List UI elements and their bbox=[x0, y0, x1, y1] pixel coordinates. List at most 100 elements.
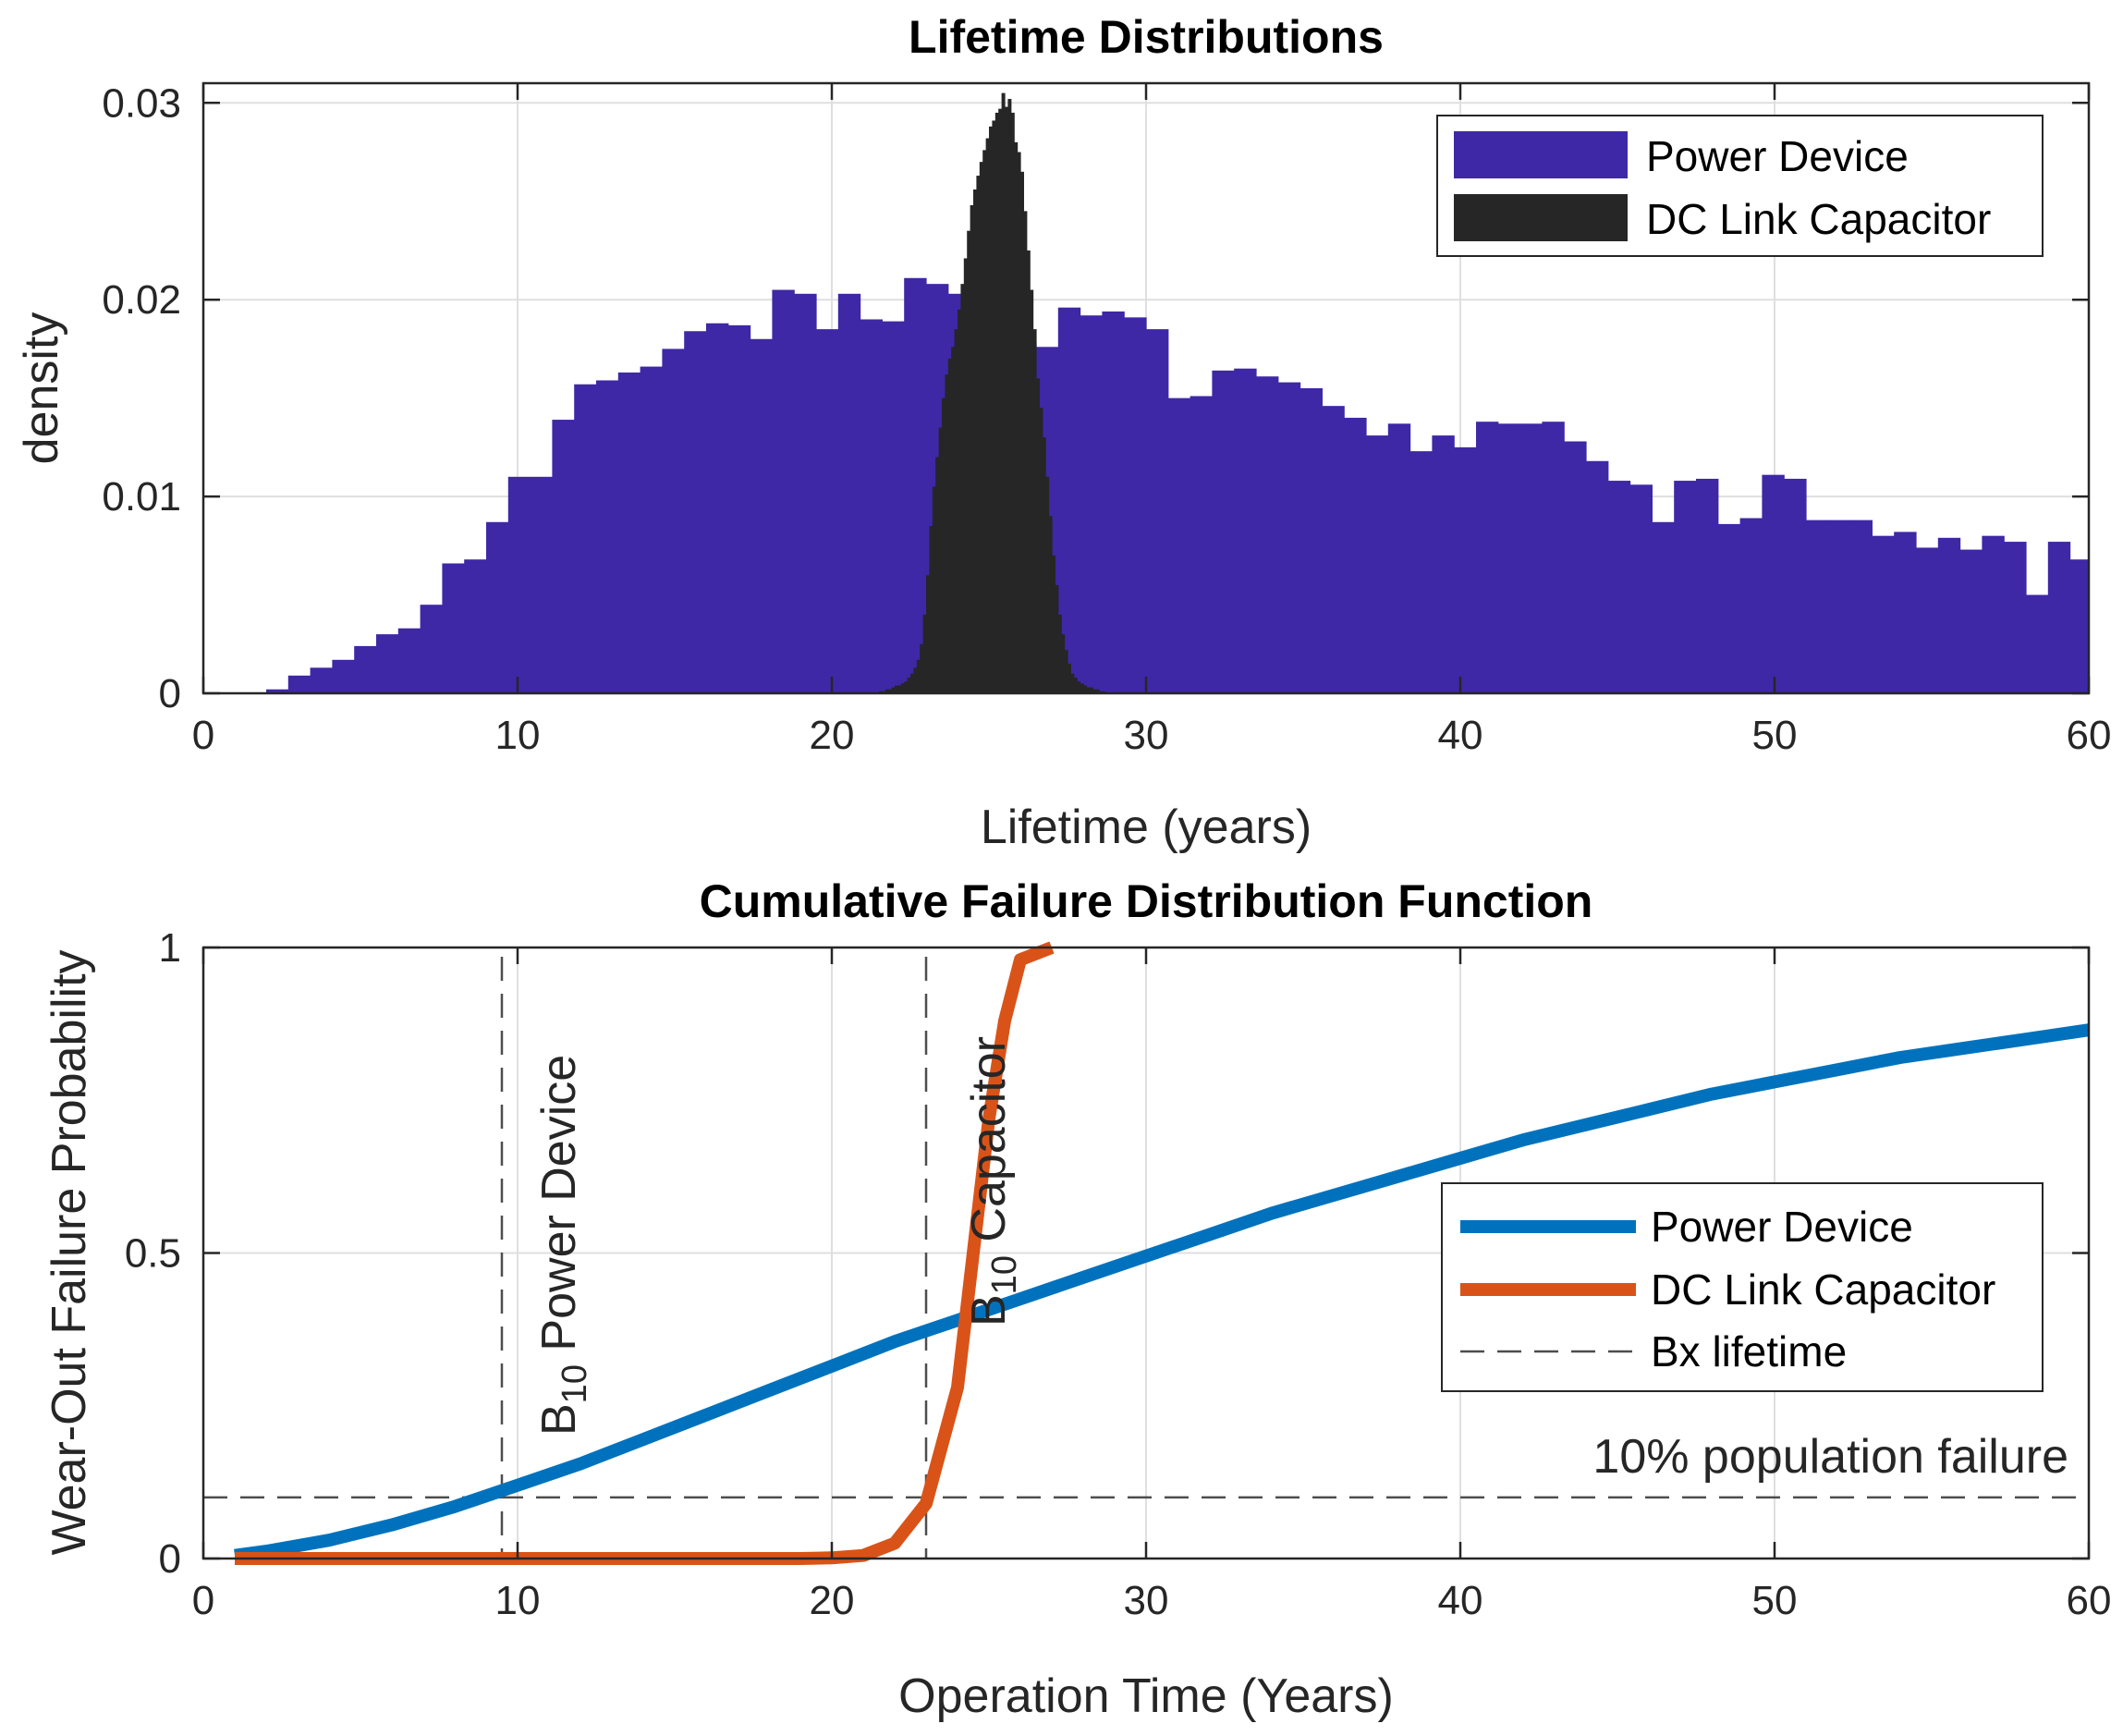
power-device-bar bbox=[1387, 423, 1411, 693]
power-device-bar bbox=[816, 329, 839, 693]
bottom-chart-title: Cumulative Failure Distribution Function bbox=[700, 875, 1593, 927]
capacitor-bar bbox=[1080, 683, 1084, 693]
capacitor-bar bbox=[910, 673, 914, 693]
power-device-bar bbox=[1739, 518, 1763, 693]
power-device-bar bbox=[1916, 547, 1939, 693]
capacitor-bar bbox=[1039, 408, 1043, 693]
capacitor-bar bbox=[1030, 289, 1034, 693]
capacitor-bars bbox=[879, 92, 1106, 694]
capacitor-bar bbox=[904, 681, 909, 693]
capacitor-bar bbox=[976, 176, 981, 693]
bottom-y-axis-label: Wear-Out Failure Probability bbox=[43, 949, 96, 1555]
b10-power-device-annotation: B10 Power Device bbox=[532, 1055, 594, 1436]
power-device-bar bbox=[596, 380, 619, 693]
capacitor-bar bbox=[929, 526, 933, 693]
bottom-ytick-label: 0.5 bbox=[125, 1231, 181, 1277]
power-device-bar bbox=[332, 659, 355, 693]
capacitor-bar bbox=[954, 329, 958, 693]
power-device-bar bbox=[1124, 317, 1147, 693]
power-device-bar bbox=[2026, 594, 2049, 693]
bottom-xtick-label: 40 bbox=[1438, 1578, 1483, 1623]
capacitor-bar bbox=[1023, 211, 1028, 694]
bottom-axes bbox=[201, 946, 2091, 1560]
capacitor-bar bbox=[973, 189, 977, 693]
power-device-bar bbox=[552, 420, 575, 693]
power-device-bar bbox=[530, 476, 553, 693]
legend-label-dc-link-capacitor: DC Link Capacitor bbox=[1646, 195, 1991, 243]
power-device-bar bbox=[1080, 315, 1103, 693]
power-device-bar bbox=[794, 293, 817, 693]
power-device-bar bbox=[1454, 446, 1477, 693]
capacitor-bar bbox=[897, 685, 902, 693]
capacitor-bar bbox=[1086, 687, 1091, 693]
top-tick-labels: 0 10 20 30 40 50 60 0 0.01 0.02 0.03 bbox=[102, 80, 2111, 758]
power-device-bar bbox=[1057, 307, 1081, 693]
capacitor-bar bbox=[888, 689, 893, 693]
power-device-bar bbox=[1717, 523, 1741, 693]
power-device-bar bbox=[1762, 474, 1785, 693]
power-device-bar bbox=[1234, 368, 1257, 693]
bottom-ytick-label: 0 bbox=[159, 1536, 181, 1582]
power-device-bar bbox=[706, 323, 729, 693]
legend-swatch-power-device bbox=[1454, 131, 1628, 178]
power-device-bar bbox=[1299, 388, 1323, 693]
power-device-bar bbox=[1849, 520, 1873, 693]
top-xtick-label: 20 bbox=[810, 713, 855, 758]
power-device-bar bbox=[1322, 406, 1345, 693]
b10-capacitor-annotation: B10 Capacitor bbox=[962, 1036, 1024, 1326]
capacitor-bar bbox=[938, 427, 943, 693]
legend-label-dc-link-capacitor-cdf: DC Link Capacitor bbox=[1651, 1265, 1995, 1314]
lifetime-histogram-panel: 0 10 20 30 40 50 60 0 0.01 0.02 0.03 Lifetime Dist… bbox=[15, 11, 2111, 854]
capacitor-bar bbox=[922, 614, 927, 693]
capacitor-bar bbox=[1070, 673, 1075, 693]
power-device-bar bbox=[1102, 311, 1125, 693]
power-device-bar bbox=[837, 293, 861, 693]
capacitor-bar bbox=[916, 659, 921, 693]
bottom-xtick-label: 10 bbox=[495, 1578, 541, 1623]
capacitor-bar bbox=[985, 138, 990, 693]
power-device-bar bbox=[1937, 537, 1961, 693]
power-device-bar bbox=[1344, 417, 1367, 693]
capacitor-bar bbox=[1083, 685, 1087, 693]
top-x-axis-label: Lifetime (years) bbox=[981, 801, 1312, 854]
power-device-bar bbox=[1542, 422, 1565, 693]
capacitor-bar bbox=[1020, 171, 1024, 693]
top-xtick-label: 0 bbox=[192, 713, 214, 758]
power-device-bar bbox=[1409, 451, 1433, 693]
capacitor-bar bbox=[1045, 476, 1050, 693]
power-device-bar bbox=[2004, 542, 2027, 693]
bottom-xtick-label: 30 bbox=[1124, 1578, 1169, 1623]
legend-label-bx-lifetime: Bx lifetime bbox=[1651, 1327, 1847, 1375]
power-device-bar bbox=[1190, 396, 1213, 693]
power-device-bar bbox=[860, 319, 883, 693]
capacitor-bar bbox=[979, 162, 983, 694]
power-device-bar bbox=[574, 384, 597, 693]
power-device-bar bbox=[1167, 397, 1191, 693]
capacitor-bar bbox=[992, 120, 996, 694]
b10-pd-subscript: 10 bbox=[555, 1364, 594, 1403]
power-device-bar bbox=[684, 331, 707, 693]
capacitor-bar bbox=[951, 347, 956, 693]
top-ytick-label: 0.01 bbox=[102, 474, 181, 520]
bottom-xtick-label: 60 bbox=[2067, 1578, 2112, 1623]
top-xtick-label: 30 bbox=[1124, 713, 1169, 758]
power-device-cdf-line bbox=[234, 1023, 2091, 1562]
power-device-bar bbox=[1476, 422, 1499, 693]
bx-reference-lines bbox=[203, 957, 2089, 1559]
capacitor-bar bbox=[963, 258, 968, 693]
top-legend: Power Device DC Link Capacitor bbox=[1436, 115, 2044, 257]
power-device-bar bbox=[1519, 423, 1543, 693]
capacitor-bar bbox=[1068, 664, 1071, 693]
legend-label-power-device: Power Device bbox=[1646, 132, 1909, 180]
capacitor-bar bbox=[1055, 584, 1059, 693]
power-device-bar bbox=[750, 338, 773, 693]
bottom-tick-labels: 0 10 20 30 40 50 60 0 0.5 1 bbox=[125, 925, 2112, 1623]
power-device-bar bbox=[2047, 542, 2071, 693]
capacitor-bar bbox=[1042, 437, 1046, 693]
cdf-panel: 0 10 20 30 40 50 60 0 0.5 1 Cumulative Failure Di… bbox=[43, 875, 2111, 1723]
power-device-bar bbox=[1146, 329, 1169, 693]
power-device-bar bbox=[1629, 484, 1653, 693]
power-device-bar bbox=[1982, 535, 2005, 693]
capacitor-bar bbox=[935, 457, 940, 693]
